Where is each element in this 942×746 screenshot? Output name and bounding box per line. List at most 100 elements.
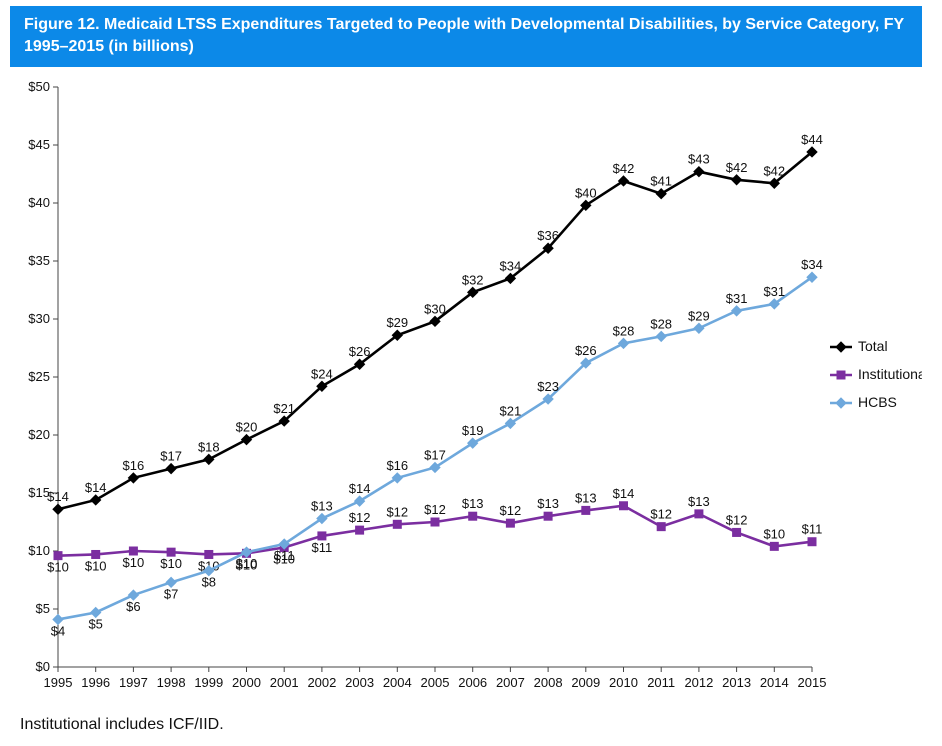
legend-marker-institutional	[837, 371, 845, 379]
series-marker-institutional	[620, 502, 628, 510]
x-tick-label: 1999	[194, 675, 223, 690]
legend-marker-total	[836, 342, 846, 352]
data-label-hcbs: $28	[613, 324, 635, 339]
legend-marker-hcbs	[836, 398, 846, 408]
x-tick-label: 2003	[345, 675, 374, 690]
data-label-hcbs: $26	[575, 343, 597, 358]
data-label-institutional: $10	[47, 560, 69, 575]
y-tick-label: $30	[28, 311, 50, 326]
data-label-institutional: $13	[537, 496, 559, 511]
series-marker-institutional	[544, 512, 552, 520]
data-label-hcbs: $4	[51, 624, 65, 639]
data-label-total: $36	[537, 228, 559, 243]
data-label-hcbs: $7	[164, 587, 178, 602]
series-marker-total	[204, 455, 214, 465]
data-label-institutional: $13	[575, 491, 597, 506]
data-label-hcbs: $14	[349, 481, 371, 496]
series-marker-institutional	[129, 547, 137, 555]
data-label-total: $42	[726, 160, 748, 175]
data-label-total: $14	[47, 489, 69, 504]
data-label-total: $44	[801, 132, 823, 147]
x-tick-label: 1998	[157, 675, 186, 690]
x-tick-label: 2002	[307, 675, 336, 690]
data-label-institutional: $12	[386, 505, 408, 520]
data-label-hcbs: $16	[386, 458, 408, 473]
x-tick-label: 1995	[44, 675, 73, 690]
series-marker-total	[732, 175, 742, 185]
line-chart-svg: $0$5$10$15$20$25$30$35$40$45$50199519961…	[0, 67, 922, 699]
x-tick-label: 2015	[798, 675, 827, 690]
series-marker-hcbs	[694, 323, 704, 333]
data-label-total: $43	[688, 152, 710, 167]
series-marker-institutional	[393, 521, 401, 529]
data-label-hcbs: $28	[650, 317, 672, 332]
series-marker-institutional	[657, 523, 665, 531]
series-marker-institutional	[205, 551, 213, 559]
data-label-total: $17	[160, 449, 182, 464]
series-marker-institutional	[356, 526, 364, 534]
data-label-hcbs: $5	[88, 617, 102, 632]
series-marker-total	[242, 435, 252, 445]
x-tick-label: 2012	[684, 675, 713, 690]
series-marker-hcbs	[656, 332, 666, 342]
data-label-hcbs: $29	[688, 308, 710, 323]
series-marker-institutional	[318, 532, 326, 540]
data-label-total: $34	[500, 259, 522, 274]
data-label-institutional: $12	[726, 513, 748, 528]
data-label-institutional: $11	[802, 522, 823, 537]
series-marker-institutional	[431, 518, 439, 526]
x-tick-label: 2000	[232, 675, 261, 690]
x-tick-label: 2006	[458, 675, 487, 690]
legend-label-total: Total	[858, 338, 888, 354]
data-label-institutional: $13	[688, 494, 710, 509]
data-label-institutional: $12	[349, 510, 371, 525]
x-tick-label: 2004	[383, 675, 412, 690]
y-tick-label: $10	[28, 543, 50, 558]
series-marker-institutional	[733, 529, 741, 537]
data-label-total: $29	[386, 315, 408, 330]
data-label-total: $16	[123, 458, 145, 473]
x-tick-label: 2007	[496, 675, 525, 690]
data-label-total: $14	[85, 480, 107, 495]
x-tick-label: 2001	[270, 675, 299, 690]
x-tick-label: 2011	[647, 675, 675, 690]
y-tick-label: $25	[28, 369, 50, 384]
data-label-hcbs: $19	[462, 423, 484, 438]
data-label-total: $18	[198, 440, 220, 455]
data-label-hcbs: $31	[763, 284, 785, 299]
data-label-hcbs: $31	[726, 291, 748, 306]
data-label-hcbs: $21	[500, 404, 522, 419]
series-marker-hcbs	[619, 339, 629, 349]
data-label-total: $42	[763, 163, 785, 178]
series-marker-institutional	[92, 551, 100, 559]
data-label-total: $26	[349, 344, 371, 359]
data-label-hcbs: $8	[202, 575, 216, 590]
series-marker-institutional	[695, 510, 703, 518]
data-label-institutional: $12	[650, 507, 672, 522]
x-tick-label: 2010	[609, 675, 638, 690]
data-label-total: $32	[462, 273, 484, 288]
y-tick-label: $20	[28, 427, 50, 442]
data-label-institutional: $13	[462, 496, 484, 511]
figure-title-bar: Figure 12. Medicaid LTSS Expenditures Ta…	[10, 6, 922, 67]
x-tick-label: 1996	[81, 675, 110, 690]
x-tick-label: 2009	[571, 675, 600, 690]
figure-footnote: Institutional includes ICF/IID.	[20, 716, 224, 734]
data-label-total: $20	[236, 420, 258, 435]
data-label-institutional: $10	[160, 556, 182, 571]
x-tick-label: 2008	[534, 675, 563, 690]
data-label-total: $30	[424, 302, 446, 317]
data-label-hcbs: $34	[801, 257, 823, 272]
y-tick-label: $5	[36, 601, 50, 616]
series-marker-institutional	[770, 543, 778, 551]
data-label-institutional: $11	[312, 540, 333, 555]
legend-label-hcbs: HCBS	[858, 394, 897, 410]
data-label-total: $24	[311, 366, 333, 381]
x-tick-label: 2005	[421, 675, 450, 690]
series-marker-institutional	[469, 512, 477, 520]
data-label-institutional: $12	[424, 502, 446, 517]
data-label-total: $42	[613, 161, 635, 176]
x-tick-label: 2013	[722, 675, 751, 690]
y-tick-label: $0	[36, 659, 50, 674]
y-tick-label: $35	[28, 253, 50, 268]
